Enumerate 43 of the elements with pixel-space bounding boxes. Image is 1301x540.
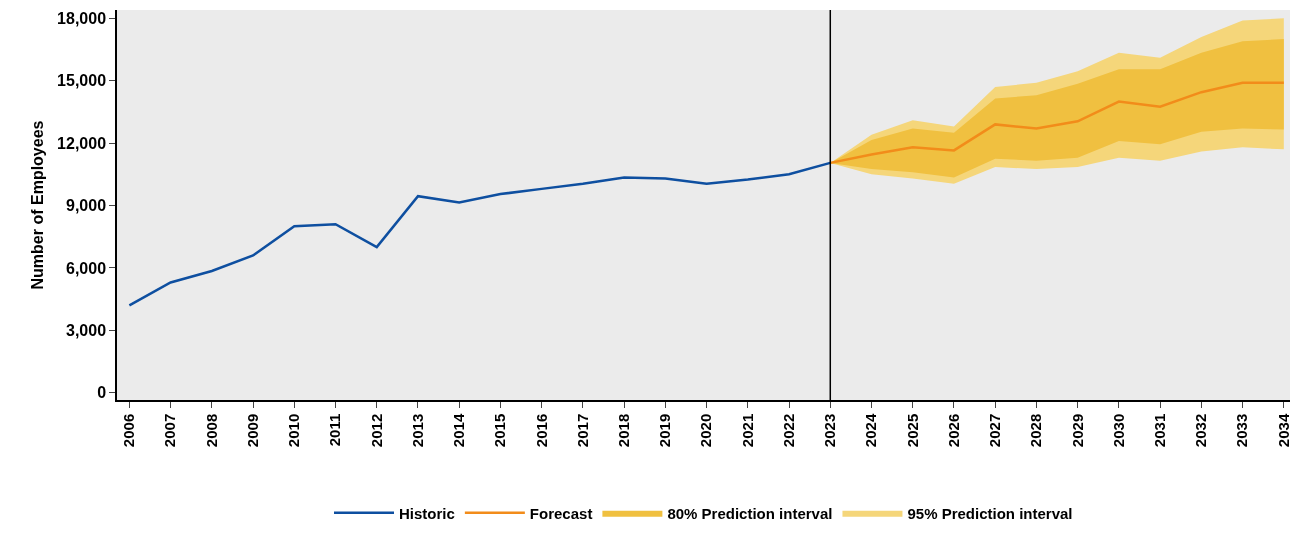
y-axis-title: Number of Employees (28, 120, 46, 290)
x-tick-label: 2008 (202, 413, 220, 448)
x-tick-label: 2006 (120, 413, 138, 448)
x-tick-label: 2011 (326, 413, 344, 447)
x-tick-label: 2032 (1192, 413, 1210, 448)
x-tick-label: 2010 (285, 413, 303, 448)
x-tick-label: 2029 (1068, 413, 1086, 448)
x-tick-label: 2023 (821, 413, 839, 448)
y-tick-label: 18,000 (57, 9, 107, 27)
x-tick-label: 2019 (656, 413, 674, 448)
legend-label: Historic (399, 504, 455, 522)
x-tick-label: 2033 (1233, 413, 1251, 448)
x-tick-label: 2022 (779, 413, 797, 448)
x-tick-label: 2026 (944, 413, 962, 448)
x-tick-label: 2028 (1027, 413, 1045, 448)
x-tick-label: 2009 (243, 413, 261, 448)
y-tick-label: 6,000 (66, 259, 107, 277)
x-tick-label: 2021 (738, 413, 756, 448)
y-tick-label: 3,000 (66, 321, 107, 339)
x-tick-label: 2027 (986, 413, 1004, 448)
x-tick-label: 2031 (1150, 413, 1168, 448)
y-tick-label: 12,000 (57, 134, 107, 152)
x-tick-label: 2018 (615, 413, 633, 448)
x-tick-label: 2007 (161, 413, 179, 448)
y-tick-label: 15,000 (57, 72, 107, 90)
line-series (829, 81, 1286, 165)
x-tick-label: 2015 (491, 413, 509, 448)
x-tick-label: 2017 (573, 413, 591, 448)
legend-label: 95% Prediction interval (907, 504, 1073, 522)
x-tick-label: 2024 (862, 413, 880, 448)
x-tick-label: 2013 (408, 413, 426, 448)
x-tick-label: 2012 (367, 413, 385, 448)
legend-label: Forecast (529, 504, 593, 522)
x-tick-label: 2034 (1274, 413, 1292, 448)
x-tick-label: 2016 (532, 413, 550, 448)
y-tick-label: 9,000 (66, 197, 107, 215)
x-tick-label: 2030 (1109, 413, 1127, 448)
legend-label: 80% Prediction interval (667, 504, 833, 522)
line-series (128, 161, 832, 307)
x-tick-label: 2014 (450, 413, 468, 448)
x-tick-label: 2025 (903, 413, 921, 448)
x-tick-label: 2020 (697, 413, 715, 448)
y-tick-label: 0 (97, 384, 107, 402)
